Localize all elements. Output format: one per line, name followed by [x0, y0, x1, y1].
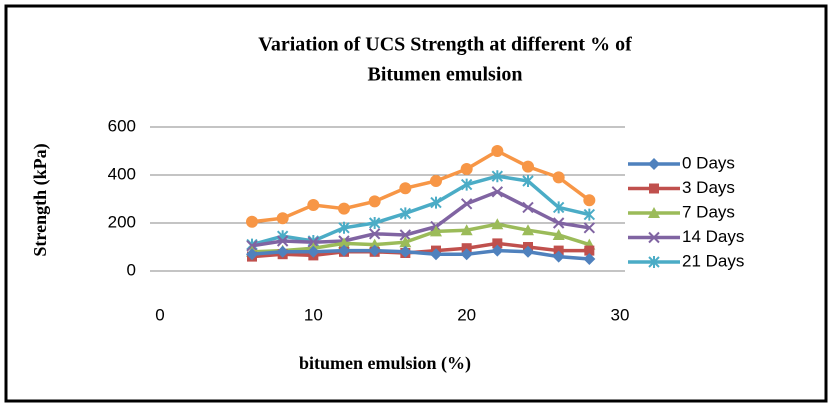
marker [399, 207, 412, 220]
x-axis-label: bitumen emulsion (%) [299, 353, 471, 374]
chart-title: Bitumen emulsion [367, 64, 522, 86]
marker [492, 238, 503, 249]
marker [552, 229, 565, 240]
marker [460, 178, 473, 191]
marker [338, 244, 350, 257]
marker [338, 221, 350, 234]
marker [430, 248, 442, 261]
marker [648, 231, 660, 244]
marker [460, 248, 473, 261]
marker [552, 250, 565, 263]
marker [246, 248, 258, 261]
marker [246, 215, 258, 228]
marker [522, 160, 534, 173]
marker [491, 244, 504, 257]
marker [583, 222, 596, 234]
marker [276, 235, 289, 247]
marker [430, 175, 442, 187]
marker [491, 218, 504, 230]
marker [460, 198, 473, 210]
marker [276, 245, 289, 258]
marker [460, 163, 473, 175]
legend-label: 14 Days [682, 227, 744, 246]
marker [649, 183, 659, 194]
marker [522, 175, 534, 187]
y-axis-label: Strength (kPa) [30, 143, 51, 256]
marker [491, 186, 504, 198]
series-line [251, 222, 590, 254]
legend-label: 21 Days [682, 251, 744, 270]
marker [648, 256, 660, 268]
marker [584, 245, 595, 256]
marker [583, 208, 596, 221]
x-tick-label: 30 [611, 305, 630, 324]
marker [460, 224, 473, 236]
legend-label: 7 Days [682, 202, 735, 221]
legend-label: 3 Days [682, 178, 735, 197]
y-tick-label: 600 [108, 116, 136, 135]
marker [399, 236, 412, 248]
y-tick-label: 0 [127, 260, 136, 279]
marker [522, 224, 534, 236]
marker [399, 229, 412, 241]
y-tick-label: 200 [108, 212, 136, 231]
marker [368, 228, 381, 240]
marker [307, 236, 320, 248]
legend-label: 0 Days [682, 153, 735, 172]
marker [276, 212, 289, 225]
marker [338, 237, 350, 249]
x-tick-label: 20 [457, 305, 476, 324]
marker [491, 170, 504, 183]
y-tick-label: 400 [108, 164, 136, 183]
series-line [251, 189, 590, 248]
marker [307, 245, 320, 258]
marker [399, 245, 412, 258]
marker [491, 145, 504, 157]
marker [648, 158, 660, 170]
marker [583, 194, 596, 207]
marker [368, 217, 381, 229]
chart-title: Variation of UCS Strength at different %… [258, 34, 632, 56]
marker [368, 195, 381, 208]
marker [368, 244, 381, 257]
marker [338, 202, 350, 215]
marker [430, 225, 442, 237]
marker [307, 199, 320, 211]
marker [552, 171, 565, 184]
marker [399, 182, 412, 195]
x-tick-label: 0 [155, 305, 164, 324]
marker [522, 201, 534, 214]
marker [583, 253, 596, 265]
marker [552, 201, 565, 214]
x-tick-label: 10 [304, 305, 323, 324]
marker [552, 217, 565, 229]
marker [522, 245, 534, 258]
chart-frame [4, 4, 828, 403]
marker [648, 207, 660, 218]
marker [430, 196, 442, 209]
